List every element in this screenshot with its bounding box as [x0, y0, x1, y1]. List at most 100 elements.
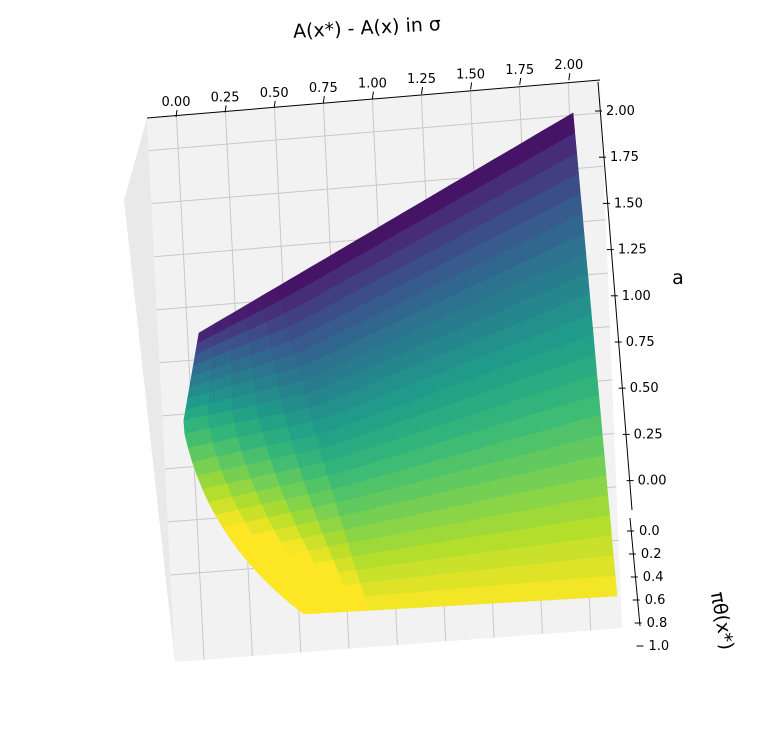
y-tick-label: 0.75: [626, 335, 655, 350]
surface-patch: [544, 426, 562, 450]
surface-patch: [593, 495, 611, 519]
surface-patch: [580, 497, 597, 521]
x-tick-mark: [519, 77, 522, 85]
surface-patch: [599, 555, 616, 578]
x-tick-label: 1.75: [505, 63, 534, 78]
surface-patch: [509, 492, 527, 514]
surface-patch: [530, 430, 548, 454]
grid-line-y: [148, 112, 602, 152]
x-tick-label: 0.50: [260, 86, 289, 101]
surface-patch: [576, 457, 593, 482]
surface-patch: [586, 556, 603, 579]
surface-plot: [183, 112, 618, 615]
z-tick-label: 1.0: [649, 639, 670, 654]
surface-patch: [526, 507, 543, 529]
surface-patch: [550, 483, 568, 506]
x-tick-label: 2.00: [554, 58, 583, 73]
surface-patch: [564, 480, 582, 504]
x-tick-label: 0.00: [162, 95, 191, 110]
surface-patch: [507, 474, 525, 496]
surface-patch: [560, 441, 577, 466]
surface-patch: [558, 422, 575, 447]
x-tick-mark: [371, 91, 374, 99]
surface-patch: [532, 448, 550, 472]
x-tick-mark: [175, 109, 178, 118]
surface-patch: [490, 459, 509, 482]
x-tick-mark: [322, 96, 325, 104]
y-tick-label: 1.75: [610, 150, 639, 165]
surface-patch: [496, 494, 514, 516]
z-axis-label: πθ(x*): [706, 590, 738, 652]
surface-patch: [546, 561, 563, 582]
x-tick-mark: [224, 105, 227, 113]
surface-patch: [555, 521, 572, 544]
surface-patch: [601, 575, 618, 598]
surface-patch: [588, 576, 605, 598]
y-tick-label: 1.25: [618, 243, 647, 258]
surface-patch: [541, 523, 559, 545]
surface-patch: [516, 434, 534, 457]
z-tick-label: 0.8: [647, 616, 668, 631]
y-tick-label: 1.50: [614, 196, 643, 211]
z-tick-label: 0.4: [643, 570, 664, 585]
surface-patch: [523, 489, 541, 511]
y-tick-label: 0.00: [638, 474, 667, 489]
surface-patch: [591, 474, 609, 499]
surface-patch: [572, 418, 589, 443]
z-tick-label: 0.6: [645, 593, 666, 608]
x-tick-label: 1.50: [456, 67, 485, 82]
surface-patch: [597, 535, 614, 558]
surface-patch: [557, 540, 574, 562]
surface-patch: [590, 454, 607, 479]
y-tick-label: 2.00: [606, 104, 635, 119]
surface-patch: [562, 578, 579, 600]
surface-patch: [575, 577, 592, 599]
x-tick-label: 0.25: [211, 90, 240, 105]
x-tick-mark: [470, 82, 473, 90]
z-tick-label: 0.0: [639, 524, 660, 539]
surface-patch: [568, 519, 586, 542]
surface-patch: [562, 461, 579, 485]
surface-patch: [584, 394, 601, 420]
surface-patch: [537, 486, 554, 509]
surface-patch: [493, 477, 511, 499]
surface-patch: [518, 452, 536, 475]
surface-patch: [512, 510, 530, 531]
x-axis-line: [146, 79, 601, 119]
x-axis-ticks: 0.00 0.25 0.50 0.75 1.00 1.25 1.50 1.75 2.00: [162, 58, 583, 118]
surface-patch: [578, 477, 595, 501]
surface-patch: [544, 542, 561, 564]
surface-patch: [573, 558, 590, 580]
surface-patch: [530, 544, 548, 565]
x-tick-mark: [273, 100, 276, 108]
z-axis-line: [629, 517, 641, 627]
side-pane: [124, 118, 175, 662]
surface-patch: [588, 434, 605, 459]
surface-patch: [582, 517, 599, 540]
z-axis-ticks: 0.0 0.2 0.4 0.6 0.8 1.0: [627, 524, 669, 654]
surface-patch: [539, 505, 557, 527]
surface-patch: [586, 414, 603, 439]
surface-patch: [533, 562, 550, 583]
z-tick-label: 0.2: [641, 547, 662, 562]
surface-patch: [595, 515, 612, 538]
y-tick-label: 0.25: [634, 427, 663, 442]
y-axis-label: a: [672, 267, 684, 289]
surface-patch: [534, 467, 552, 490]
x-tick-label: 0.75: [309, 81, 338, 96]
surface-patch: [574, 438, 591, 462]
surface-patch: [566, 500, 584, 523]
surface-patch: [549, 579, 566, 601]
y-axis-ticks: 2.00 1.75 1.50 1.25 1.00 0.75 0.50 0.25 0.00: [595, 104, 667, 489]
surface-patch: [571, 538, 588, 561]
surface-patch: [548, 464, 566, 488]
y-tick-label: 0.50: [630, 381, 659, 396]
surface-patch: [570, 398, 587, 424]
x-tick-mark: [421, 86, 423, 95]
x-tick-label: 1.00: [358, 77, 387, 92]
surface-patch: [504, 455, 522, 478]
surface-patch: [521, 470, 538, 493]
surface-patch: [528, 525, 546, 547]
